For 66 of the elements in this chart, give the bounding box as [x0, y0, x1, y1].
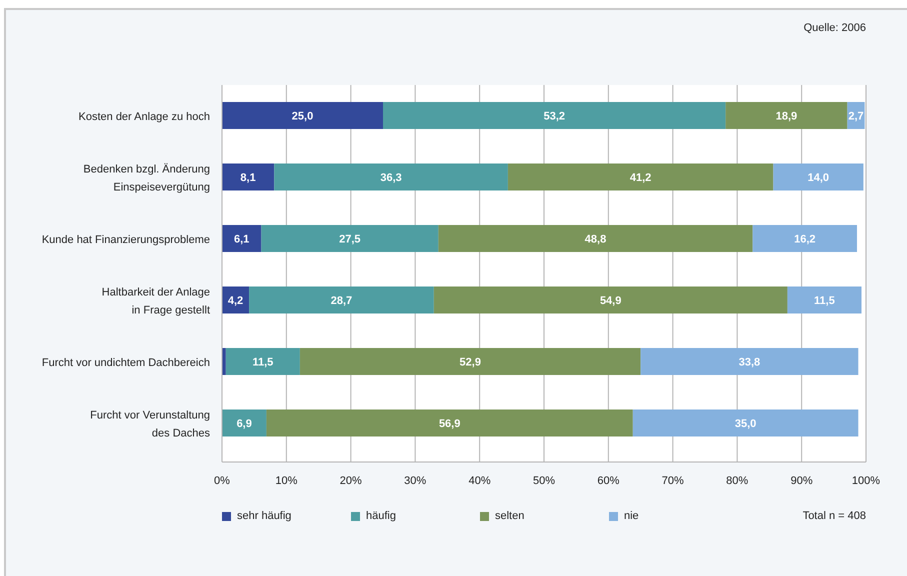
data-label: 41,2 [630, 172, 652, 184]
data-label: 52,9 [460, 356, 481, 368]
x-tick-label: 70% [662, 474, 684, 487]
data-label: 54,9 [600, 294, 622, 307]
legend-label: selten [495, 510, 524, 522]
bar [434, 286, 788, 314]
data-label: 16,2 [794, 233, 816, 246]
bar [438, 225, 753, 252]
bar [383, 102, 726, 129]
x-tick-label: 50% [532, 474, 556, 487]
data-label: 18,9 [776, 110, 798, 122]
data-label: 6,1 [234, 233, 250, 246]
data-label: 56,9 [438, 418, 460, 430]
bar [787, 286, 862, 314]
bar [249, 286, 434, 314]
x-tick-label: 100% [852, 474, 880, 487]
legend-label: häufig [366, 510, 396, 522]
data-label: 4,2 [228, 294, 244, 307]
data-label: 33,8 [738, 356, 760, 368]
bar [508, 164, 774, 190]
text: Total n = 408 [802, 510, 866, 522]
x-tick-label: 80% [726, 474, 748, 487]
bar [274, 164, 508, 190]
bar [222, 102, 383, 129]
bar [222, 225, 262, 252]
y-tick-label: Furcht vor Verunstaltung des Daches [90, 409, 210, 440]
legend-label: sehr häufig [237, 510, 292, 522]
bar [222, 164, 274, 190]
bar [752, 225, 857, 252]
source-note: Quelle: 2006 [804, 22, 866, 34]
bar [640, 348, 858, 375]
legend-label: nie [624, 510, 639, 522]
bar [632, 410, 858, 436]
data-label: 25,0 [292, 110, 314, 122]
x-tick-label: 90% [790, 474, 813, 487]
x-tick-label: 40% [468, 474, 491, 487]
bar [261, 225, 438, 252]
bar [222, 410, 266, 436]
data-label: 27,5 [339, 233, 361, 246]
data-label: 53,2 [544, 110, 566, 122]
x-tick-label: 30% [404, 474, 426, 487]
x-tick-label: 10% [275, 474, 298, 487]
data-label: 36,3 [380, 172, 402, 184]
data-label: 28,7 [330, 294, 352, 307]
data-label: 6,9 [236, 418, 252, 430]
data-label: 48,8 [584, 233, 606, 246]
x-tick-label: 0% [214, 474, 230, 487]
bar [300, 348, 641, 375]
data-label: 14,0 [808, 172, 830, 184]
bar [222, 348, 226, 375]
data-label: 11,5 [252, 356, 274, 368]
y-tick-label: Bedenken bzgl. Änderung Einspeisevergütung [83, 162, 210, 194]
x-tick-label: 20% [340, 474, 362, 487]
bar [726, 102, 848, 129]
x-tick-label: 60% [597, 474, 620, 487]
bar [226, 348, 300, 375]
bar [266, 410, 633, 436]
data-label: 35,0 [734, 418, 756, 430]
y-tick-label: Furcht vor undichtem Dachbereich [42, 356, 210, 369]
data-label: 8,1 [240, 172, 256, 184]
y-tick-label: Kunde hat Finanzierungsprobleme [42, 234, 210, 246]
y-tick-label: Kosten der Anlage zu hoch [78, 110, 210, 123]
y-tick-label: Haltbarkeit der Anlage in Frage gestellt [102, 286, 210, 316]
bar [773, 164, 864, 190]
data-label: 11,5 [814, 294, 835, 307]
data-label: 2,7 [848, 110, 864, 122]
